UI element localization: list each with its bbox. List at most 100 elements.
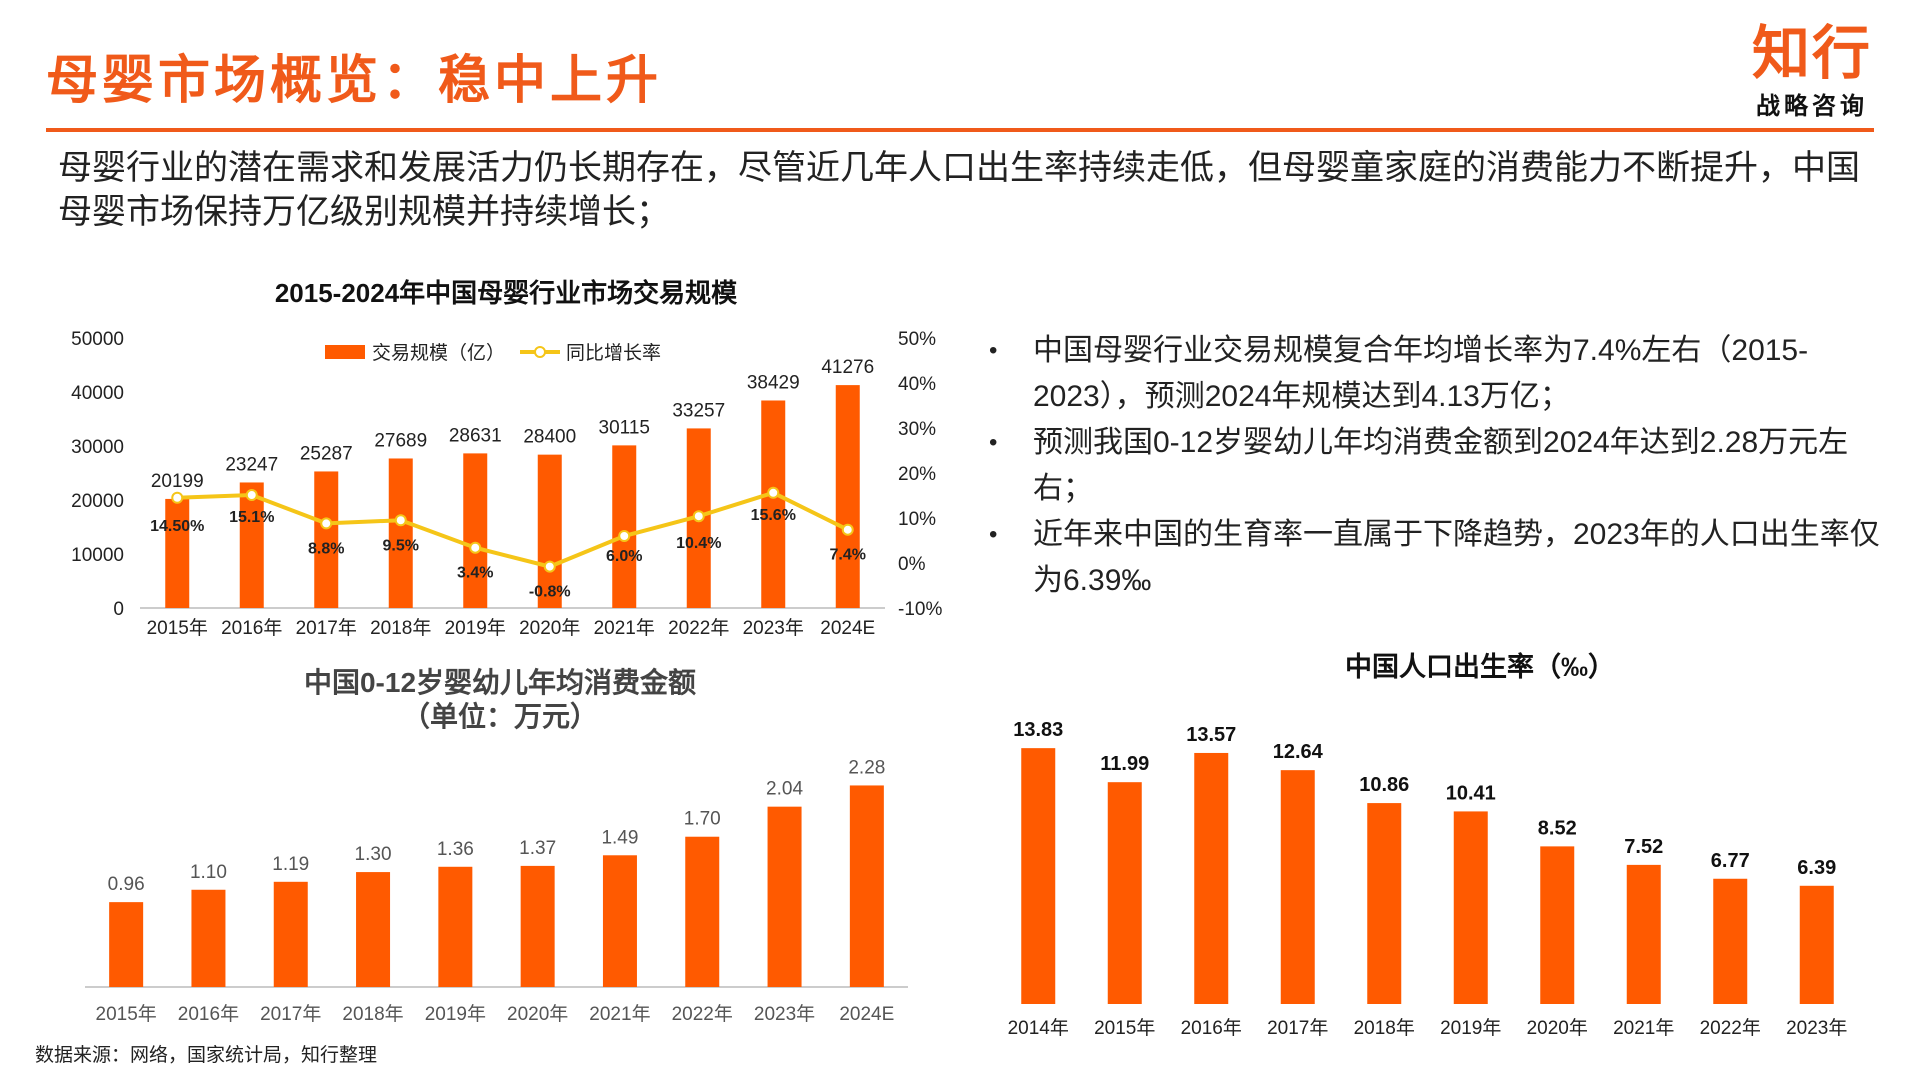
y-tick-right: -10% [898, 599, 942, 620]
x-tick: 2018年 [1354, 1017, 1415, 1039]
x-tick: 2021年 [589, 1003, 650, 1025]
y-tick-right: 50% [898, 329, 936, 350]
bullet-item: 近年来中国的生育率一直属于下降趋势，2023年的人口出生率仅为6.39‰ [985, 512, 1885, 604]
growth-label: 10.4% [676, 535, 721, 552]
x-tick: 2023年 [743, 617, 804, 639]
bar [1713, 878, 1748, 1004]
bar [1453, 811, 1488, 1004]
growth-label: 15.1% [229, 509, 274, 526]
bar [273, 881, 308, 987]
legend-line-marker [534, 346, 546, 358]
bar-label: 28631 [449, 425, 502, 446]
growth-label: 15.6% [751, 507, 796, 524]
bar [835, 385, 860, 608]
bar [165, 498, 190, 608]
y-tick-left: 10000 [71, 545, 124, 566]
x-tick: 2023年 [1786, 1017, 1847, 1039]
title-divider [46, 128, 1874, 132]
bar-label: 6.39 [1797, 857, 1836, 879]
bar-label: 2.04 [766, 779, 803, 800]
bar-label: 20199 [151, 471, 204, 492]
x-tick: 2020年 [507, 1003, 568, 1025]
y-tick-right: 0% [898, 554, 926, 575]
growth-point [618, 530, 631, 542]
growth-line [177, 490, 849, 569]
growth-point [469, 541, 482, 554]
growth-point [841, 523, 854, 536]
bar-label: 1.36 [437, 839, 474, 860]
x-tick: 2016年 [1181, 1017, 1242, 1039]
logo-main: 知行 [1751, 21, 1872, 86]
x-tick: 2020年 [519, 617, 580, 639]
growth-label: 8.8% [308, 540, 344, 557]
bar [1540, 846, 1575, 1004]
x-tick: 2022年 [1700, 1017, 1761, 1039]
growth-point [394, 514, 407, 527]
bar [612, 445, 637, 608]
bar [438, 866, 473, 987]
y-tick-left: 20000 [71, 491, 124, 512]
bar [685, 836, 720, 987]
logo-sub: 战略咨询 [1755, 93, 1868, 120]
legend-bar-label: 交易规模（亿） [372, 342, 505, 364]
growth-label: 7.4% [830, 547, 866, 564]
bar [520, 865, 555, 987]
bar-label: 7.52 [1624, 836, 1663, 858]
bar [191, 889, 226, 987]
x-tick: 2015年 [96, 1003, 157, 1025]
growth-point [692, 510, 705, 523]
bar [602, 855, 637, 987]
bar-label: 27689 [374, 430, 427, 451]
bar-label: 1.10 [190, 862, 227, 883]
bar [537, 454, 562, 608]
bar-label: 1.70 [684, 809, 721, 830]
bar-label: 2.28 [848, 757, 885, 778]
bar [1194, 752, 1229, 1004]
bar [463, 453, 488, 608]
bar [314, 471, 339, 608]
bar [767, 806, 802, 987]
x-tick: 2014年 [1008, 1017, 1069, 1039]
chart1-title: 2015-2024年中国母婴行业市场交易规模 [275, 278, 738, 308]
bullet-item: 中国母婴行业交易规模复合年均增长率为7.4%左右（2015-2023），预测20… [985, 328, 1885, 420]
source-note: 数据来源：网络，国家统计局，知行整理 [35, 1045, 378, 1066]
chart2-subtitle: （单位：万元） [402, 700, 598, 732]
y-tick-left: 40000 [71, 383, 124, 404]
growth-point [245, 489, 258, 502]
bar-label: 13.57 [1186, 724, 1236, 746]
bar-label: 1.30 [355, 844, 392, 865]
x-tick: 2015年 [1094, 1017, 1155, 1039]
legend-bar-swatch [325, 345, 365, 359]
x-tick: 2019年 [445, 617, 506, 639]
x-tick: 2021年 [1613, 1017, 1674, 1039]
bar-label: 38429 [747, 372, 800, 393]
x-tick: 2018年 [370, 617, 431, 639]
growth-point [171, 491, 184, 504]
bar [761, 400, 786, 608]
bar-label: 10.41 [1446, 782, 1496, 804]
bar [1626, 864, 1661, 1004]
bar [388, 458, 413, 608]
bar-label: 28400 [523, 427, 576, 448]
x-tick: 2024E [820, 618, 875, 639]
growth-point [543, 560, 556, 573]
page-title: 母婴市场概览：稳中上升 [46, 52, 663, 110]
x-tick: 2020年 [1527, 1017, 1588, 1039]
bar-label: 1.37 [519, 838, 556, 859]
y-tick-right: 30% [898, 419, 936, 440]
x-tick: 2024E [839, 1004, 894, 1025]
bar-label: 41276 [821, 357, 874, 378]
bar [1107, 782, 1142, 1004]
y-tick-right: 20% [898, 464, 936, 485]
x-tick: 2017年 [1267, 1017, 1328, 1039]
bar-label: 1.49 [601, 827, 638, 848]
bar-label: 6.77 [1711, 850, 1750, 872]
bar-label: 30115 [599, 417, 650, 438]
chart3-title: 中国人口出生率（‰） [1345, 651, 1615, 682]
growth-label: 6.0% [606, 548, 642, 565]
x-tick: 2016年 [221, 617, 282, 639]
bar-label: 13.83 [1013, 719, 1063, 741]
y-tick-right: 40% [898, 374, 936, 395]
y-tick-left: 0 [113, 599, 124, 620]
